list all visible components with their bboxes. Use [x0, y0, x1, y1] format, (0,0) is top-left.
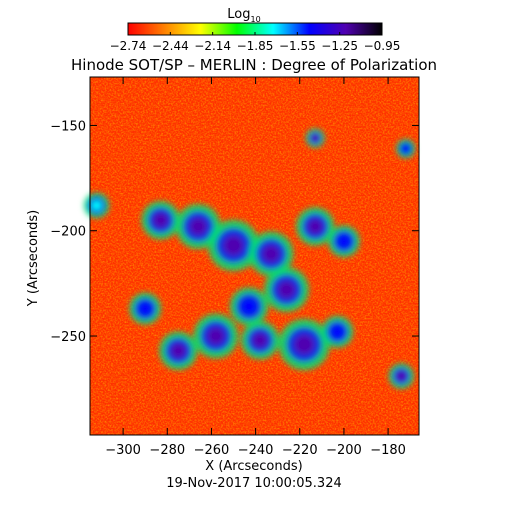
- colorbar-tick-label: −2.74: [110, 39, 147, 53]
- heatmap-image: [83, 76, 420, 436]
- y-axis-label: Y (Arcseconds): [26, 210, 41, 307]
- x-tick-label: −240: [238, 443, 274, 458]
- region-core: [153, 212, 168, 228]
- region-core: [91, 200, 102, 211]
- y-tick-label: −250: [50, 330, 86, 345]
- region-core: [252, 332, 268, 348]
- colorbar-tick-label: −2.14: [194, 39, 231, 53]
- x-tick-label: −300: [105, 443, 141, 458]
- region-core: [294, 334, 314, 355]
- timestamp: 19-Nov-2017 10:00:05.324: [166, 476, 342, 491]
- region-core: [337, 235, 350, 248]
- region-core: [396, 371, 407, 381]
- x-tick-label: −220: [282, 443, 318, 458]
- region-core: [207, 327, 225, 345]
- region-core: [311, 134, 319, 142]
- colorbar-label: Log10: [227, 7, 260, 24]
- region-core: [189, 218, 207, 236]
- region-core: [171, 343, 186, 359]
- region-core: [262, 245, 280, 263]
- region-core: [402, 144, 410, 153]
- region-core: [139, 302, 152, 315]
- colorbar-tick-label: −0.95: [364, 39, 401, 53]
- region-core: [241, 299, 257, 314]
- polarization-regions: [83, 128, 416, 389]
- colorbar-tick-label: −1.85: [237, 39, 274, 53]
- colorbar-tick-label: −2.44: [152, 39, 189, 53]
- chart-title: Hinode SOT/SP – MERLIN : Degree of Polar…: [71, 56, 437, 74]
- x-tick-label: −260: [194, 443, 230, 458]
- x-tick-label: −280: [149, 443, 185, 458]
- colorbar-tick-label: −1.25: [321, 39, 358, 53]
- y-axis: −150 −200 −250: [50, 119, 419, 345]
- x-tick-label: −200: [326, 443, 362, 458]
- region-core: [331, 325, 344, 338]
- colorbar-tick-label: −1.55: [279, 39, 316, 53]
- x-axis-label: X (Arcseconds): [205, 459, 302, 474]
- region-core: [307, 219, 323, 234]
- x-tick-label: −180: [370, 443, 406, 458]
- region-core: [223, 235, 244, 256]
- region-core: [278, 281, 296, 299]
- y-tick-label: −150: [50, 119, 86, 134]
- plot-frame: [89, 76, 420, 436]
- x-axis: −300 −280 −260 −240 −220 −200 −180: [105, 77, 406, 458]
- colorbar-ticks: −2.74 −2.44 −2.14 −1.85 −1.55 −1.25 −0.95: [110, 32, 401, 53]
- y-tick-label: −200: [50, 225, 86, 240]
